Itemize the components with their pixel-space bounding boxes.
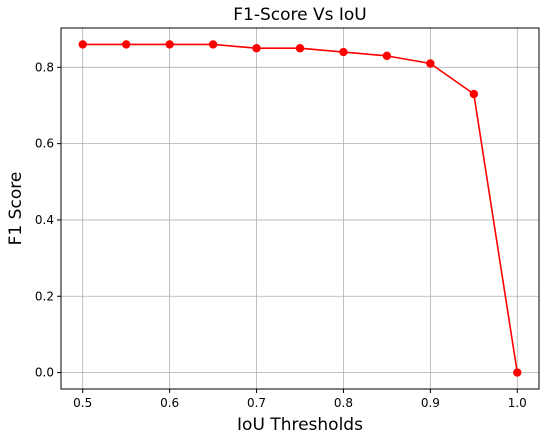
data-point	[382, 51, 392, 61]
data-point	[513, 368, 522, 377]
x-tick-label: 0.5	[73, 396, 92, 410]
y-tick-label: 0.0	[35, 366, 54, 380]
data-point	[208, 40, 218, 49]
x-tick-label: 0.7	[247, 396, 266, 410]
grid-layer	[61, 28, 539, 389]
y-axis-label: F1 Score	[6, 172, 26, 246]
data-point	[165, 40, 174, 49]
data-point	[339, 47, 348, 57]
tick-layer: 0.5 0.6 0.7 0.8 0.9 1.0 0.0 0.2 0.4 0.6 0.8	[35, 60, 527, 410]
data-point	[252, 44, 261, 53]
plot-frame	[60, 27, 540, 390]
chart-title: F1-Score Vs IoU	[233, 5, 367, 25]
y-tick-label: 0.8	[35, 60, 54, 74]
y-tick-label: 0.4	[35, 213, 54, 227]
y-tick-label: 0.6	[35, 137, 54, 151]
x-tick-label: 0.6	[160, 396, 179, 410]
y-tick-label: 0.2	[35, 289, 54, 303]
data-point	[295, 44, 305, 53]
x-tick-label: 1.0	[508, 396, 527, 410]
data-point	[121, 40, 131, 49]
x-tick-label: 0.8	[334, 396, 353, 410]
series-line	[82, 43, 519, 373]
x-tick-label: 0.9	[421, 396, 440, 410]
data-point	[78, 40, 87, 49]
series-layer	[78, 40, 522, 377]
data-point	[426, 59, 435, 68]
data-point	[469, 89, 479, 99]
x-axis-label: IoU Thresholds	[237, 415, 363, 435]
